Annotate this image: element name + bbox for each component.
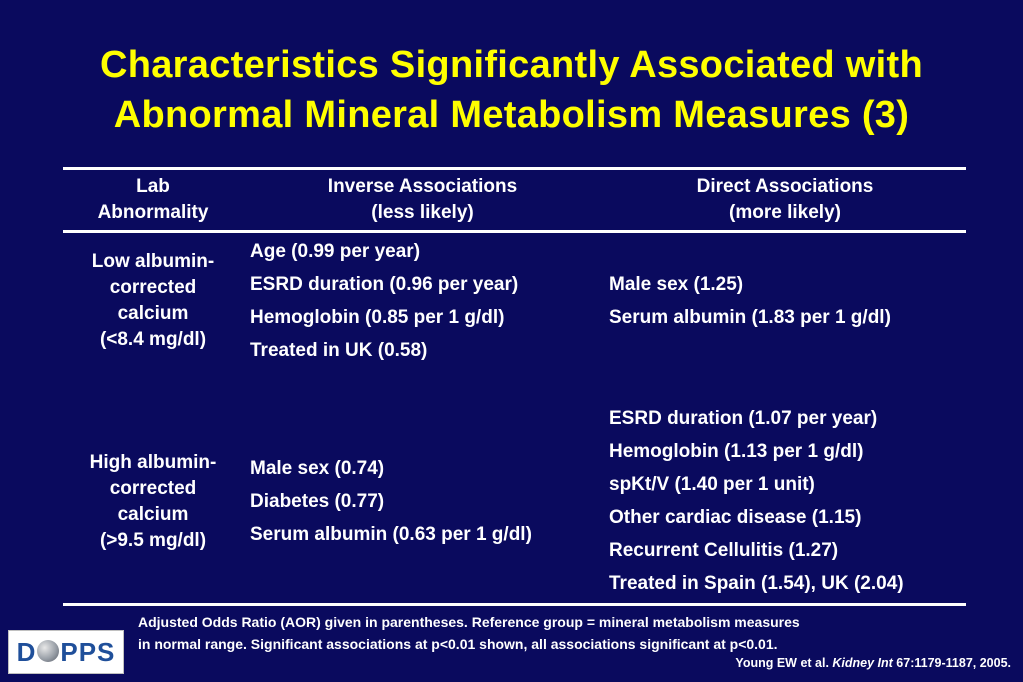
- row-high-calcium-lab: High albumin- corrected calcium (>9.5 mg…: [63, 450, 243, 554]
- lab-text-line: corrected: [109, 478, 197, 499]
- list-item: Hemoglobin (1.13 per 1 g/dl): [609, 441, 864, 462]
- header-lab-line-1: Lab: [136, 176, 170, 197]
- lab-text-line: corrected: [109, 277, 197, 298]
- header-direct-line-2: (more likely): [729, 202, 841, 223]
- table-top-rule: [63, 167, 966, 170]
- row-low-calcium-inverse: Age (0.99 per year) ESRD duration (0.96 …: [250, 235, 518, 367]
- list-item: Serum albumin (1.83 per 1 g/dl): [609, 307, 891, 328]
- list-item: Other cardiac disease (1.15): [609, 507, 862, 528]
- header-inverse-line-1: Inverse Associations: [327, 176, 518, 197]
- list-item: Male sex (0.74): [250, 458, 385, 479]
- table-header-rule: [63, 230, 966, 233]
- lab-text-line: (>9.5 mg/dl): [99, 530, 207, 551]
- citation: Young EW et al. Kidney Int 67:1179-1187,…: [735, 656, 1011, 670]
- lab-text-line: (<8.4 mg/dl): [99, 329, 207, 350]
- lab-text-line: calcium: [117, 504, 189, 525]
- table-bottom-rule: [63, 603, 966, 606]
- citation-authors: Young EW et al.: [735, 656, 833, 670]
- header-lab-line-2: Abnormality: [97, 202, 209, 223]
- footnote: Adjusted Odds Ratio (AOR) given in paren…: [138, 611, 800, 655]
- lab-text-line: Low albumin-: [91, 251, 215, 272]
- title-line-2: Abnormal Mineral Metabolism Measures (3): [113, 94, 910, 136]
- dopps-logo: D PPS: [8, 630, 124, 674]
- logo-text-suffix: PPS: [60, 636, 116, 667]
- lab-text-line: High albumin-: [89, 452, 217, 473]
- row-high-calcium-direct: ESRD duration (1.07 per year) Hemoglobin…: [609, 402, 904, 600]
- list-item: Treated in UK (0.58): [250, 340, 428, 361]
- logo-text-prefix: D: [16, 636, 37, 667]
- row-low-calcium-direct: Male sex (1.25) Serum albumin (1.83 per …: [609, 268, 891, 334]
- list-item: ESRD duration (0.96 per year): [250, 274, 519, 295]
- list-item: Treated in Spain (1.54), UK (2.04): [609, 573, 904, 594]
- footnote-line-2: in normal range. Significant association…: [138, 636, 778, 652]
- lab-text-line: calcium: [117, 303, 189, 324]
- list-item: Hemoglobin (0.85 per 1 g/dl): [250, 307, 505, 328]
- list-item: Age (0.99 per year): [250, 241, 421, 262]
- slide-title: Characteristics Significantly Associated…: [0, 40, 1023, 140]
- header-direct-associations: Direct Associations (more likely): [600, 174, 970, 226]
- list-item: Male sex (1.25): [609, 274, 744, 295]
- list-item: Serum albumin (0.63 per 1 g/dl): [250, 524, 532, 545]
- footnote-line-1: Adjusted Odds Ratio (AOR) given in paren…: [138, 614, 800, 630]
- list-item: ESRD duration (1.07 per year): [609, 408, 878, 429]
- header-inverse-line-2: (less likely): [371, 202, 474, 223]
- list-item: Diabetes (0.77): [250, 491, 385, 512]
- citation-reference: 67:1179-1187, 2005.: [892, 656, 1011, 670]
- header-lab-abnormality: Lab Abnormality: [63, 174, 243, 226]
- title-line-1: Characteristics Significantly Associated…: [99, 44, 923, 86]
- list-item: Recurrent Cellulitis (1.27): [609, 540, 839, 561]
- header-inverse-associations: Inverse Associations (less likely): [250, 174, 595, 226]
- row-low-calcium-lab: Low albumin- corrected calcium (<8.4 mg/…: [63, 249, 243, 353]
- citation-journal: Kidney Int: [832, 656, 893, 670]
- header-direct-line-1: Direct Associations: [696, 176, 874, 197]
- row-high-calcium-inverse: Male sex (0.74) Diabetes (0.77) Serum al…: [250, 452, 532, 551]
- globe-icon: [37, 640, 60, 662]
- list-item: spKt/V (1.40 per 1 unit): [609, 474, 815, 495]
